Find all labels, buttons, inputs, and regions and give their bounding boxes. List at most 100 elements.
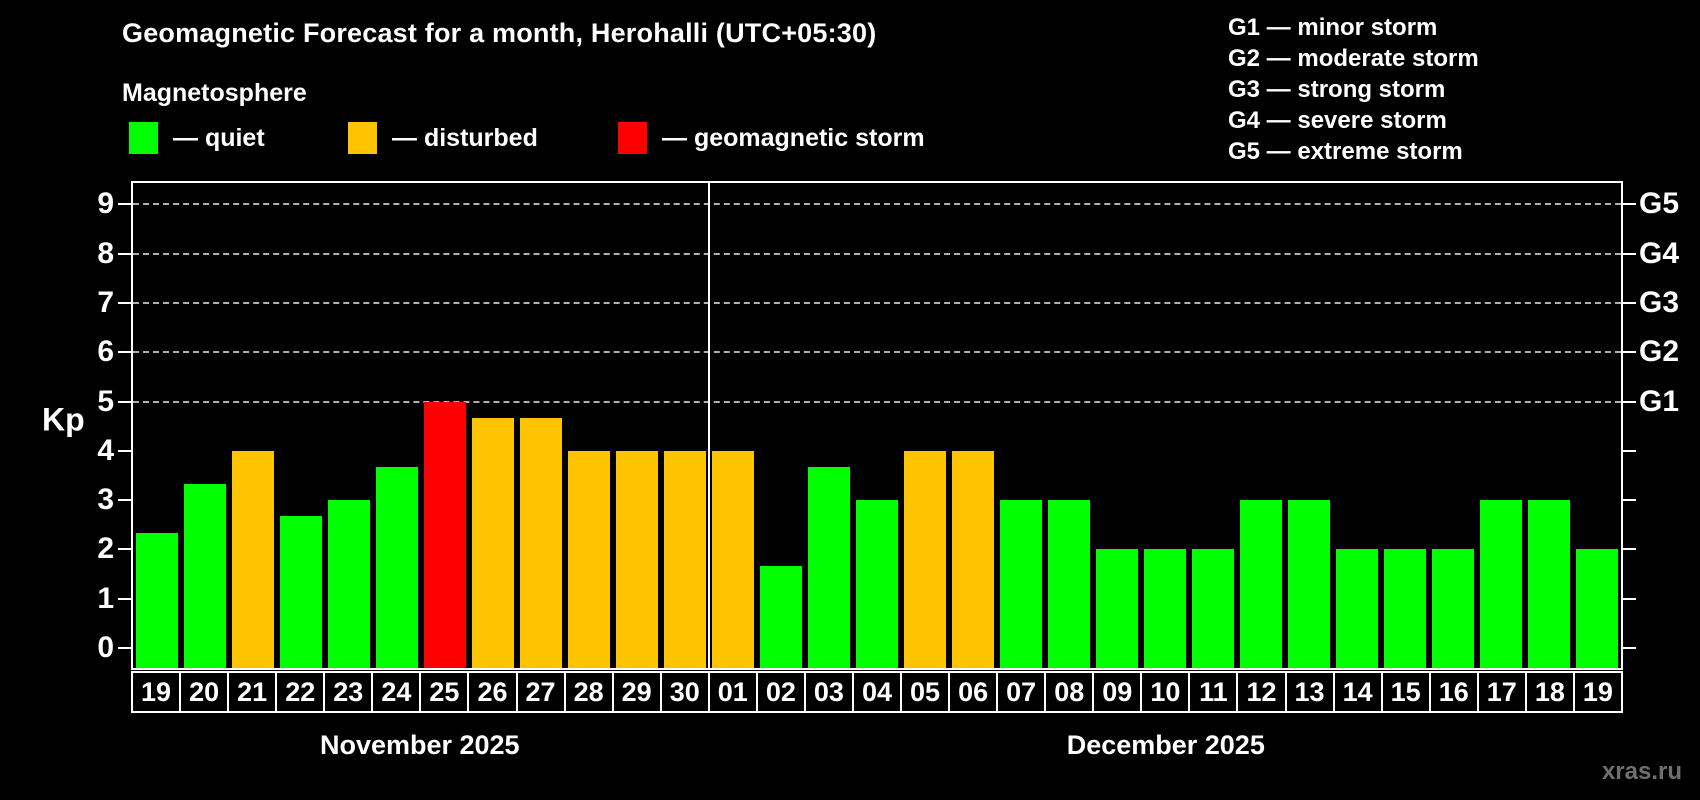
day-label-cell: 23: [323, 671, 374, 713]
g-legend-line: G2 — moderate storm: [1228, 45, 1479, 72]
y-axis-tick-label: 6: [97, 335, 114, 369]
legend-label-disturbed: — disturbed: [392, 123, 538, 152]
left-axis-tick: [118, 203, 131, 206]
day-label-cell: 10: [1140, 671, 1191, 713]
kp-bar-day-19: [1576, 549, 1618, 668]
day-label-cell: 14: [1332, 671, 1383, 713]
left-axis-tick: [118, 449, 131, 452]
kp-bar-day-25: [424, 401, 466, 668]
y-axis-tick-label: 1: [97, 581, 114, 615]
day-label-cell: 06: [948, 671, 999, 713]
kp-bar-day-23: [328, 500, 370, 668]
kp-bar-day-08: [1048, 500, 1090, 668]
day-label-cell: 30: [659, 671, 710, 713]
kp-bar-day-24: [376, 467, 418, 668]
day-label-cell: 28: [563, 671, 614, 713]
day-label-cell: 20: [179, 671, 230, 713]
kp-bar-day-22: [280, 516, 322, 668]
day-label-cell: 17: [1476, 671, 1527, 713]
legend-item-storm: — geomagnetic storm: [618, 122, 925, 154]
legend-label-quiet: — quiet: [173, 123, 265, 152]
kp-bar-day-21: [232, 450, 274, 668]
left-axis-tick: [118, 301, 131, 304]
day-label-cell: 18: [1524, 671, 1575, 713]
right-axis-tick: [1623, 351, 1636, 354]
g-legend-line: G1 — minor storm: [1228, 14, 1438, 41]
g-scale-legend: G1 — minor storm G2 — moderate storm G3 — …: [1228, 12, 1479, 167]
plot-area: [118, 181, 1636, 670]
left-axis-tick: [118, 252, 131, 255]
chart-title: Geomagnetic Forecast for a month, Heroha…: [122, 18, 877, 48]
watermark: xras.ru: [1601, 758, 1682, 785]
kp-bar-day-26: [472, 417, 514, 668]
gridline-kp6: [133, 351, 1621, 354]
g-legend-line: G5 — extreme storm: [1228, 138, 1463, 165]
gridline-kp8: [133, 252, 1621, 255]
month-separator-line: [708, 183, 710, 668]
g-axis-labels: G1 G2 G3 G4 G5: [1639, 183, 1699, 668]
g-scale-label-g4: G4: [1639, 236, 1680, 270]
gridline-kp9: [133, 203, 1621, 206]
day-label-cell: 01: [707, 671, 758, 713]
kp-bar-day-01: [712, 450, 754, 668]
gridline-kp5: [133, 400, 1621, 403]
kp-bar-day-16: [1431, 549, 1474, 668]
day-label-cell: 03: [803, 671, 854, 713]
g-scale-label-g1: G1: [1639, 384, 1680, 418]
left-axis-tick: [118, 597, 131, 600]
g-legend-line: G4 — severe storm: [1228, 107, 1447, 134]
disturbed-color-swatch: [348, 122, 377, 154]
day-label-cell: 04: [851, 671, 902, 713]
left-axis-tick: [118, 400, 131, 403]
kp-bar-day-05: [904, 450, 946, 668]
y-axis-tick-label: 4: [97, 433, 114, 467]
day-label-cell: 25: [419, 671, 470, 713]
kp-bar-day-17: [1480, 500, 1522, 668]
day-label-cell: 09: [1092, 671, 1143, 713]
kp-bar-day-29: [616, 450, 658, 668]
right-axis-tick: [1623, 203, 1636, 206]
left-axis-tick: [118, 647, 131, 649]
right-axis-tick: [1623, 597, 1636, 600]
kp-bar-day-07: [1000, 500, 1042, 668]
day-label-cell: 26: [467, 671, 518, 713]
right-axis-tick: [1623, 548, 1636, 551]
y-axis-tick-label: 9: [97, 187, 114, 221]
kp-bar-day-03: [808, 467, 850, 668]
kp-bar-day-19: [136, 533, 178, 668]
legend-item-disturbed: — disturbed: [348, 122, 538, 154]
day-label-cell: 02: [755, 671, 806, 713]
kp-bar-day-13: [1288, 500, 1330, 668]
day-label-cell: 12: [1236, 671, 1287, 713]
day-label-cell: 22: [275, 671, 326, 713]
month-label: November 2025: [319, 730, 520, 760]
kp-bar-day-04: [856, 500, 898, 668]
g-scale-label-g5: G5: [1639, 187, 1680, 221]
g-scale-label-g2: G2: [1639, 335, 1680, 369]
day-label-cell: 19: [131, 671, 182, 713]
y-axis-tick-label: 2: [97, 532, 114, 566]
right-axis-tick: [1623, 301, 1636, 304]
kp-bar-day-30: [664, 450, 706, 668]
kp-bar-day-02: [760, 565, 802, 668]
left-axis-tick: [118, 351, 131, 354]
g-scale-label-g3: G3: [1639, 285, 1680, 319]
legend-item-quiet: — quiet: [129, 122, 265, 154]
g-legend-line: G3 — strong storm: [1228, 76, 1446, 103]
day-label-cell: 19: [1572, 671, 1623, 713]
kp-bar-day-09: [1096, 549, 1138, 668]
day-label-cell: 05: [900, 671, 951, 713]
right-axis-tick: [1623, 647, 1636, 649]
day-label-cell: 16: [1428, 671, 1479, 713]
day-label-cell: 15: [1380, 671, 1431, 713]
day-label-cell: 07: [996, 671, 1047, 713]
kp-bar-day-10: [1144, 549, 1186, 668]
day-label-cell: 08: [1044, 671, 1095, 713]
kp-bar-day-20: [184, 483, 226, 668]
left-axis-tick: [118, 548, 131, 551]
right-axis-tick: [1623, 252, 1636, 255]
legend-label-storm: — geomagnetic storm: [662, 123, 925, 152]
kp-axis-title: Kp: [42, 401, 85, 438]
kp-bar-day-14: [1336, 549, 1378, 668]
day-label-cell: 11: [1188, 671, 1239, 713]
